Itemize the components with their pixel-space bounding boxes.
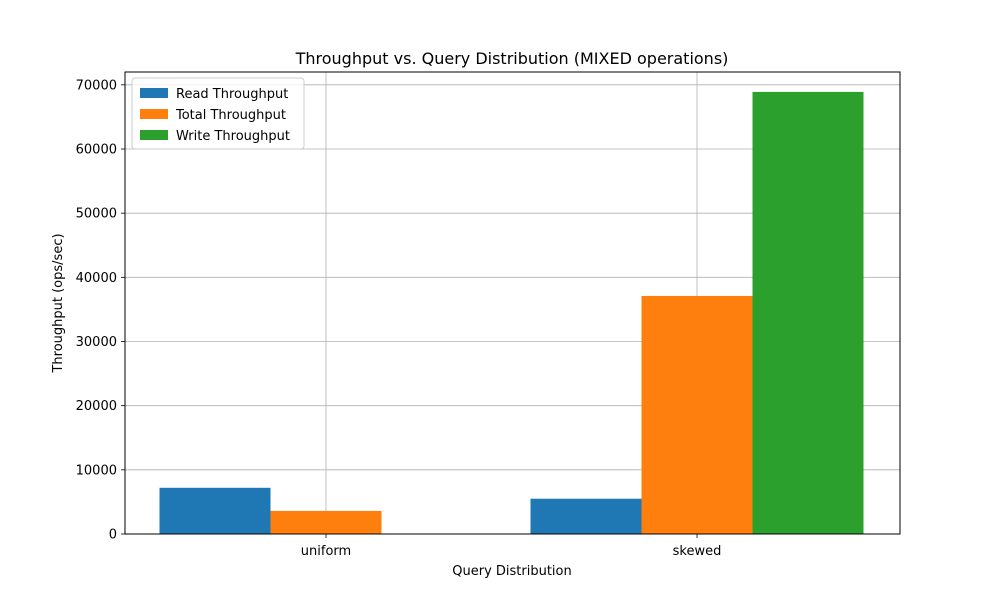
y-tick-label: 60000 (76, 143, 117, 158)
legend-swatch (140, 130, 168, 140)
bar-write-throughput-skewed (752, 91, 864, 535)
plot-frame (124, 71, 901, 535)
legend-swatch (140, 88, 168, 98)
y-tick-label: 40000 (76, 271, 117, 286)
y-axis-label: Throughput (ops/sec) (51, 233, 66, 373)
x-axis-label: Query Distribution (452, 564, 571, 579)
legend-label: Total Throughput (175, 108, 286, 123)
legend-label: Write Throughput (176, 129, 290, 144)
x-tick-label: skewed (673, 544, 722, 559)
bar-read-throughput-uniform (159, 487, 271, 534)
y-tick-label: 0 (109, 528, 117, 543)
bar-total-throughput-skewed (641, 295, 753, 534)
y-tick-label: 10000 (76, 463, 117, 478)
legend-swatch (140, 109, 168, 119)
bar-total-throughput-uniform (270, 510, 382, 534)
legend-label: Read Throughput (176, 87, 288, 102)
y-tick-label: 30000 (76, 335, 117, 350)
x-tick-label: uniform (301, 544, 351, 559)
bar-read-throughput-skewed (530, 498, 642, 534)
legend-box (131, 77, 305, 150)
y-tick-label: 70000 (76, 78, 117, 93)
bars-layer (159, 91, 864, 535)
chart-title: Throughput vs. Query Distribution (MIXED… (295, 49, 729, 68)
y-tick-label: 50000 (76, 207, 117, 222)
legend: Read Throughput Total Throughput Write Thr… (131, 77, 305, 150)
ticks-layer: 0 10000 20000 30000 40000 50000 60000 70000 unif… (76, 78, 722, 559)
y-tick-label: 20000 (76, 399, 117, 414)
